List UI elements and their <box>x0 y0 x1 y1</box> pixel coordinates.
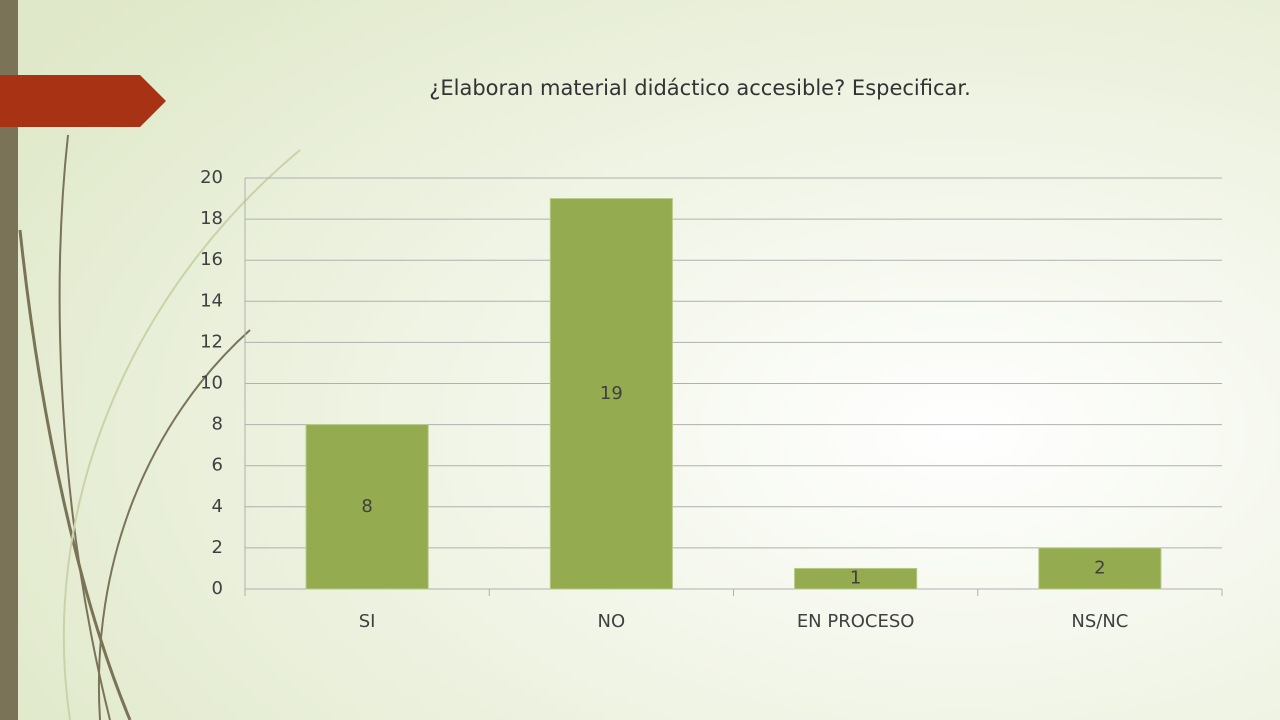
x-tick-label: EN PROCESO <box>797 611 915 632</box>
y-tick-label: 16 <box>200 249 223 270</box>
decor-lines <box>18 134 301 720</box>
chart-title: ¿Elaboran material didáctico accesible? … <box>429 76 971 100</box>
y-tick-label: 0 <box>212 578 223 599</box>
data-label: 19 <box>600 383 623 404</box>
y-tick-label: 18 <box>200 208 223 229</box>
y-tick-label: 10 <box>200 373 223 394</box>
bar <box>1038 547 1162 590</box>
x-tick-label: NS/NC <box>1071 611 1128 632</box>
x-tick-label: NO <box>598 611 626 632</box>
y-tick-label: 8 <box>212 414 223 435</box>
bar <box>549 198 673 590</box>
bar <box>794 567 918 590</box>
x-tick-label: SI <box>359 611 376 632</box>
bar <box>305 424 429 590</box>
accent-tab <box>0 75 166 127</box>
data-label: 2 <box>1094 557 1105 578</box>
y-tick-label: 12 <box>200 331 223 352</box>
y-tick-label: 4 <box>212 496 223 517</box>
y-tick-label: 14 <box>200 290 223 311</box>
y-tick-label: 6 <box>212 455 223 476</box>
side-bar <box>0 0 18 720</box>
y-tick-label: 2 <box>212 537 223 558</box>
data-label: 1 <box>850 568 861 589</box>
y-tick-label: 20 <box>200 167 223 188</box>
data-label: 8 <box>361 496 372 517</box>
